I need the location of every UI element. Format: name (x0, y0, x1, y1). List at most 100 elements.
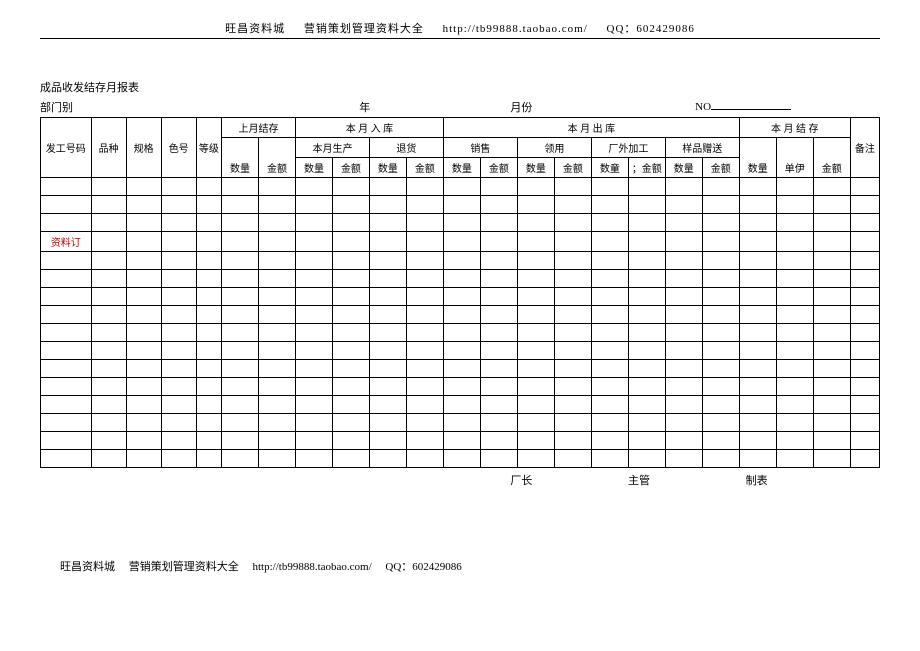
cell (295, 214, 332, 232)
cell (295, 178, 332, 196)
cell (665, 306, 702, 324)
cell (222, 432, 259, 450)
table-row (41, 288, 880, 306)
cell (332, 324, 369, 342)
cell (295, 432, 332, 450)
cell (222, 342, 259, 360)
cell (480, 396, 517, 414)
cell (369, 178, 406, 196)
cell (554, 378, 591, 396)
cell (739, 378, 776, 396)
cell (591, 232, 628, 252)
cell (406, 378, 443, 396)
cell (702, 414, 739, 432)
cell (295, 450, 332, 468)
cell (776, 270, 813, 288)
table-head: 发工号码 品种 规格 色号 等级 上月结存 本 月 入 库 本 月 出 库 本 … (41, 118, 880, 178)
cell (739, 214, 776, 232)
cell (665, 214, 702, 232)
cell (554, 450, 591, 468)
cell (850, 360, 879, 378)
cell (161, 432, 196, 450)
cell (554, 432, 591, 450)
cell (258, 178, 295, 196)
cell (813, 196, 850, 214)
cell (702, 360, 739, 378)
cell (161, 342, 196, 360)
cell (591, 450, 628, 468)
cell (702, 432, 739, 450)
cell (591, 324, 628, 342)
cell (554, 360, 591, 378)
cell (41, 196, 92, 214)
table-row (41, 432, 880, 450)
cell (161, 450, 196, 468)
cell (443, 252, 480, 270)
cell (665, 450, 702, 468)
cell (161, 214, 196, 232)
cell (332, 342, 369, 360)
cell (332, 178, 369, 196)
table-row (41, 252, 880, 270)
cell (591, 378, 628, 396)
table-row (41, 324, 880, 342)
cell (517, 450, 554, 468)
cell (91, 450, 126, 468)
cell (443, 414, 480, 432)
cell (91, 252, 126, 270)
cell (258, 432, 295, 450)
cell (332, 270, 369, 288)
site-subtitle-bottom: 营销策划管理资料大全 (129, 561, 239, 573)
cell (591, 342, 628, 360)
col-spec: 规格 (126, 118, 161, 178)
col-sub: 金额 (554, 158, 591, 178)
cell (222, 324, 259, 342)
cell (628, 450, 665, 468)
cell (517, 324, 554, 342)
cell (628, 270, 665, 288)
cell (665, 396, 702, 414)
cell (258, 252, 295, 270)
cell (443, 178, 480, 196)
cell (41, 396, 92, 414)
cell (665, 288, 702, 306)
cell (591, 432, 628, 450)
cell (196, 414, 221, 432)
cell (776, 214, 813, 232)
cell (126, 378, 161, 396)
cell (222, 232, 259, 252)
cell (517, 214, 554, 232)
cell (369, 324, 406, 342)
col-end-unit-blank: 单伊 (776, 138, 813, 178)
col-return: 退货 (369, 138, 443, 158)
meta-row: 部门别 年 月份 NO (40, 99, 880, 115)
cell (406, 252, 443, 270)
cell (369, 342, 406, 360)
col-code: 发工号码 (41, 118, 92, 178)
cell (702, 342, 739, 360)
cell (196, 214, 221, 232)
cell (443, 288, 480, 306)
cell (126, 324, 161, 342)
cell (406, 414, 443, 432)
cell (813, 414, 850, 432)
cell (91, 214, 126, 232)
col-sub: 数童 (591, 158, 628, 178)
cell (222, 270, 259, 288)
cell (295, 270, 332, 288)
cell (628, 252, 665, 270)
col-sale: 销售 (443, 138, 517, 158)
qq-number: 602429086 (636, 23, 695, 35)
cell (196, 288, 221, 306)
cell (665, 432, 702, 450)
cell (480, 232, 517, 252)
cell (222, 214, 259, 232)
table-row (41, 214, 880, 232)
cell (258, 288, 295, 306)
cell (480, 342, 517, 360)
cell (126, 214, 161, 232)
cell (258, 196, 295, 214)
cell (517, 270, 554, 288)
cell (443, 432, 480, 450)
cell (258, 414, 295, 432)
